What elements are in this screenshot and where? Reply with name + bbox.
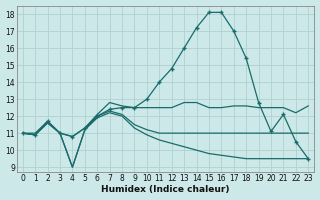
X-axis label: Humidex (Indice chaleur): Humidex (Indice chaleur) bbox=[101, 185, 230, 194]
